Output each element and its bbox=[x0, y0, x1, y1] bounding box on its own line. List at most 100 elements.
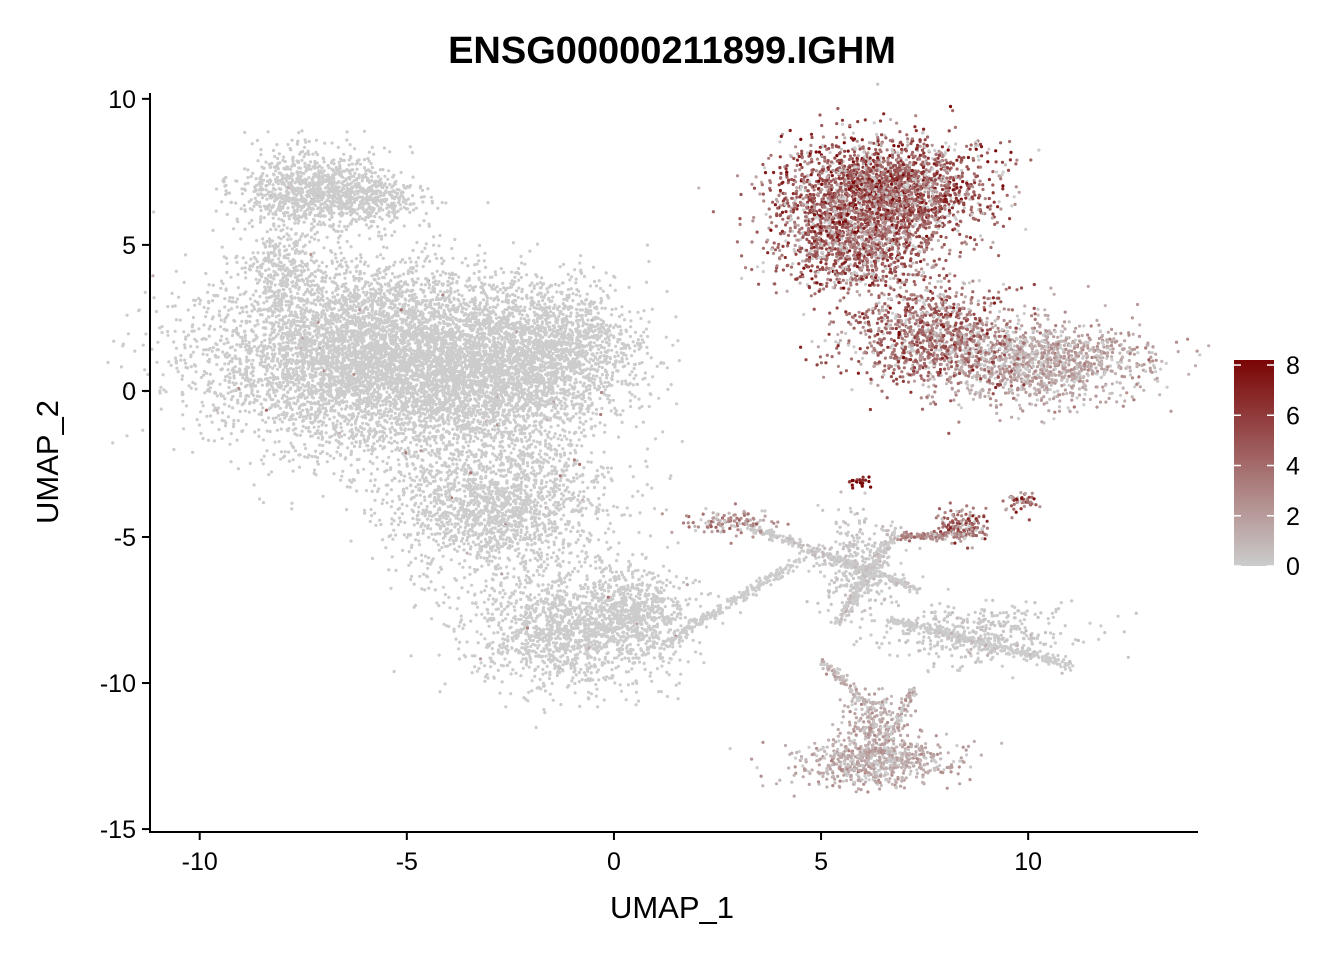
data-point bbox=[383, 227, 386, 230]
data-point bbox=[288, 418, 291, 421]
data-point bbox=[209, 386, 212, 389]
data-point bbox=[237, 286, 240, 289]
data-point bbox=[843, 607, 846, 610]
data-point bbox=[292, 470, 295, 473]
data-point bbox=[216, 394, 219, 397]
data-point bbox=[294, 449, 297, 452]
data-point bbox=[241, 310, 244, 313]
data-point bbox=[206, 291, 209, 294]
data-point bbox=[450, 247, 453, 250]
data-point bbox=[241, 376, 244, 379]
data-point bbox=[248, 341, 251, 344]
data-point bbox=[345, 508, 348, 511]
data-point bbox=[257, 428, 260, 431]
data-point bbox=[289, 290, 292, 293]
data-point bbox=[321, 436, 324, 439]
data-point bbox=[159, 386, 162, 389]
data-point bbox=[332, 457, 335, 460]
data-point bbox=[281, 332, 284, 335]
data-point bbox=[585, 298, 588, 301]
data-point bbox=[1051, 660, 1054, 663]
data-point bbox=[736, 596, 739, 599]
data-point bbox=[436, 293, 439, 296]
data-point bbox=[221, 367, 224, 370]
data-point bbox=[779, 566, 782, 569]
data-point bbox=[788, 569, 791, 572]
data-point bbox=[282, 341, 285, 344]
data-point bbox=[351, 342, 354, 345]
data-point bbox=[519, 255, 522, 258]
data-point bbox=[166, 334, 169, 337]
data-point bbox=[339, 453, 342, 456]
data-point bbox=[415, 261, 418, 264]
data-point bbox=[215, 348, 218, 351]
data-point bbox=[847, 597, 850, 600]
data-point bbox=[211, 421, 214, 424]
data-point bbox=[817, 556, 820, 559]
data-point bbox=[338, 273, 341, 276]
data-point bbox=[226, 352, 229, 355]
data-point bbox=[213, 439, 216, 442]
data-point bbox=[387, 267, 390, 270]
data-point bbox=[106, 361, 109, 364]
data-point bbox=[408, 257, 411, 260]
data-point bbox=[309, 421, 312, 424]
data-point bbox=[228, 376, 231, 379]
data-point bbox=[207, 300, 210, 303]
data-point bbox=[221, 437, 224, 440]
data-point bbox=[335, 273, 338, 276]
data-point bbox=[288, 327, 291, 330]
data-point bbox=[398, 286, 401, 289]
data-point bbox=[309, 321, 312, 324]
data-point bbox=[580, 444, 583, 447]
data-point bbox=[255, 239, 258, 242]
data-point bbox=[892, 540, 895, 543]
data-point bbox=[759, 583, 762, 586]
data-point bbox=[292, 446, 295, 449]
data-point bbox=[291, 413, 294, 416]
data-point bbox=[425, 242, 428, 245]
data-point bbox=[329, 277, 332, 280]
data-point bbox=[413, 451, 416, 454]
data-point bbox=[907, 621, 910, 624]
data-point bbox=[782, 535, 785, 538]
data-point bbox=[457, 293, 460, 296]
data-point bbox=[339, 479, 342, 482]
data-point bbox=[275, 315, 278, 318]
data-point bbox=[1037, 656, 1040, 659]
data-point bbox=[218, 310, 221, 313]
data-point bbox=[443, 291, 446, 294]
data-point bbox=[361, 315, 364, 318]
data-point bbox=[378, 310, 381, 313]
data-point bbox=[239, 394, 242, 397]
data-point bbox=[798, 538, 801, 541]
data-point bbox=[505, 294, 508, 297]
data-point bbox=[280, 384, 283, 387]
data-point bbox=[366, 281, 369, 284]
data-point bbox=[392, 286, 395, 289]
data-point bbox=[336, 293, 339, 296]
data-point bbox=[296, 355, 299, 358]
data-point bbox=[255, 349, 258, 352]
data-point bbox=[219, 392, 222, 395]
data-point bbox=[155, 310, 158, 313]
data-point bbox=[382, 310, 385, 313]
data-point bbox=[339, 422, 342, 425]
data-point bbox=[330, 312, 333, 315]
data-point bbox=[228, 443, 231, 446]
data-point bbox=[317, 425, 320, 428]
data-point bbox=[363, 263, 366, 266]
data-point bbox=[350, 450, 353, 453]
data-point bbox=[717, 610, 720, 613]
data-point bbox=[334, 302, 337, 305]
data-point bbox=[484, 266, 487, 269]
data-point bbox=[265, 308, 268, 311]
data-point bbox=[230, 360, 233, 363]
data-point bbox=[428, 286, 431, 289]
data-point bbox=[772, 574, 775, 577]
data-point bbox=[273, 364, 276, 367]
data-point bbox=[363, 428, 366, 431]
data-point bbox=[464, 257, 467, 260]
data-point bbox=[587, 410, 590, 413]
data-point bbox=[1051, 654, 1054, 657]
